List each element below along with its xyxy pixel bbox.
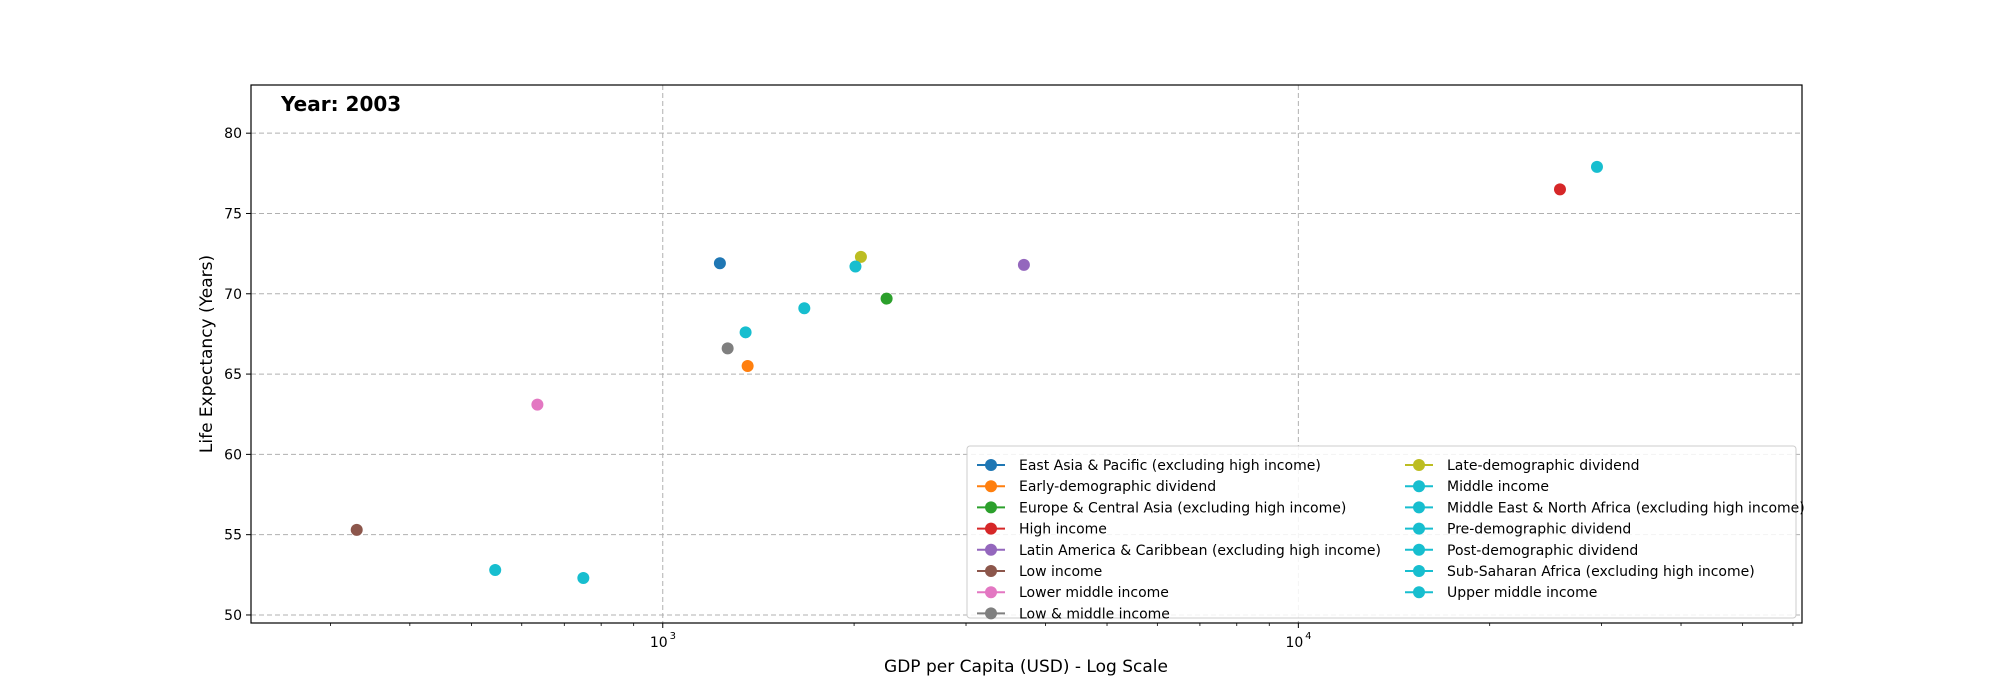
legend-entry: Upper middle income <box>1447 585 1597 601</box>
legend-entry: Europe & Central Asia (excluding high in… <box>1019 500 1346 516</box>
legend-marker <box>1413 543 1425 556</box>
data-point <box>721 342 734 355</box>
legend-entry: High income <box>1019 522 1107 538</box>
legend-marker <box>985 480 997 493</box>
data-point <box>713 257 726 270</box>
legend-entry: Sub-Saharan Africa (excluding high incom… <box>1447 564 1755 580</box>
y-tick-label: 70 <box>224 287 242 303</box>
data-point <box>849 260 862 273</box>
legend-marker <box>985 543 997 556</box>
data-point <box>577 572 590 585</box>
legend-entry: Low & middle income <box>1019 606 1170 622</box>
legend-marker <box>1413 459 1425 471</box>
legend-entry: Low income <box>1019 564 1102 580</box>
data-point <box>1017 258 1030 271</box>
legend-entry: Middle income <box>1447 479 1549 495</box>
x-tick-label: 10 <box>1285 635 1303 651</box>
x-axis-label: GDP per Capita (USD) - Log Scale <box>884 657 1168 677</box>
data-point <box>880 292 893 305</box>
legend-entry: Late-demographic dividend <box>1447 458 1639 474</box>
data-point <box>1590 160 1603 173</box>
data-point <box>739 326 752 339</box>
legend-entry: Early-demographic dividend <box>1019 479 1216 495</box>
legend: East Asia & Pacific (excluding high inco… <box>966 445 1805 622</box>
legend-entry: Latin America & Caribbean (excluding hig… <box>1019 543 1381 559</box>
data-point <box>798 302 811 315</box>
legend-marker <box>1413 501 1425 514</box>
points-layer <box>350 160 1603 585</box>
plot-frame <box>250 84 1803 624</box>
legend-marker <box>985 459 997 471</box>
legend-marker <box>1413 565 1425 577</box>
y-tick-label: 55 <box>224 528 242 544</box>
data-point <box>350 523 363 536</box>
data-point <box>854 250 867 263</box>
legend-entry: Lower middle income <box>1019 585 1169 601</box>
data-point <box>1553 183 1566 196</box>
x-tick-exponent: 3 <box>670 631 676 642</box>
y-tick-label: 75 <box>224 206 242 222</box>
data-point <box>531 398 544 411</box>
legend-marker <box>1413 586 1425 599</box>
x-tick-exponent: 4 <box>1305 631 1311 642</box>
y-tick-label: 60 <box>224 447 242 463</box>
x-tick-label: 10 <box>650 635 668 651</box>
legend-marker <box>985 565 997 577</box>
legend-entry: Post-demographic dividend <box>1447 543 1638 559</box>
y-axis-label: Life Expectancy (Years) <box>197 255 217 453</box>
y-tick-label: 80 <box>224 126 242 142</box>
year-annotation: Year: 2003 <box>280 92 401 116</box>
y-tick-label: 50 <box>224 608 242 624</box>
legend-entry: Pre-demographic dividend <box>1447 522 1631 538</box>
legend-marker <box>985 501 997 514</box>
legend-entry: Middle East & North Africa (excluding hi… <box>1447 500 1805 516</box>
data-point <box>741 360 754 373</box>
legend-marker <box>985 522 997 535</box>
legend-box <box>966 445 1797 619</box>
y-tick-label: 65 <box>224 367 242 383</box>
legend-marker <box>1413 522 1425 535</box>
legend-entry: East Asia & Pacific (excluding high inco… <box>1019 458 1321 474</box>
legend-marker <box>1413 480 1425 493</box>
legend-marker <box>985 607 997 620</box>
data-point <box>489 564 502 577</box>
legend-marker <box>985 586 997 599</box>
